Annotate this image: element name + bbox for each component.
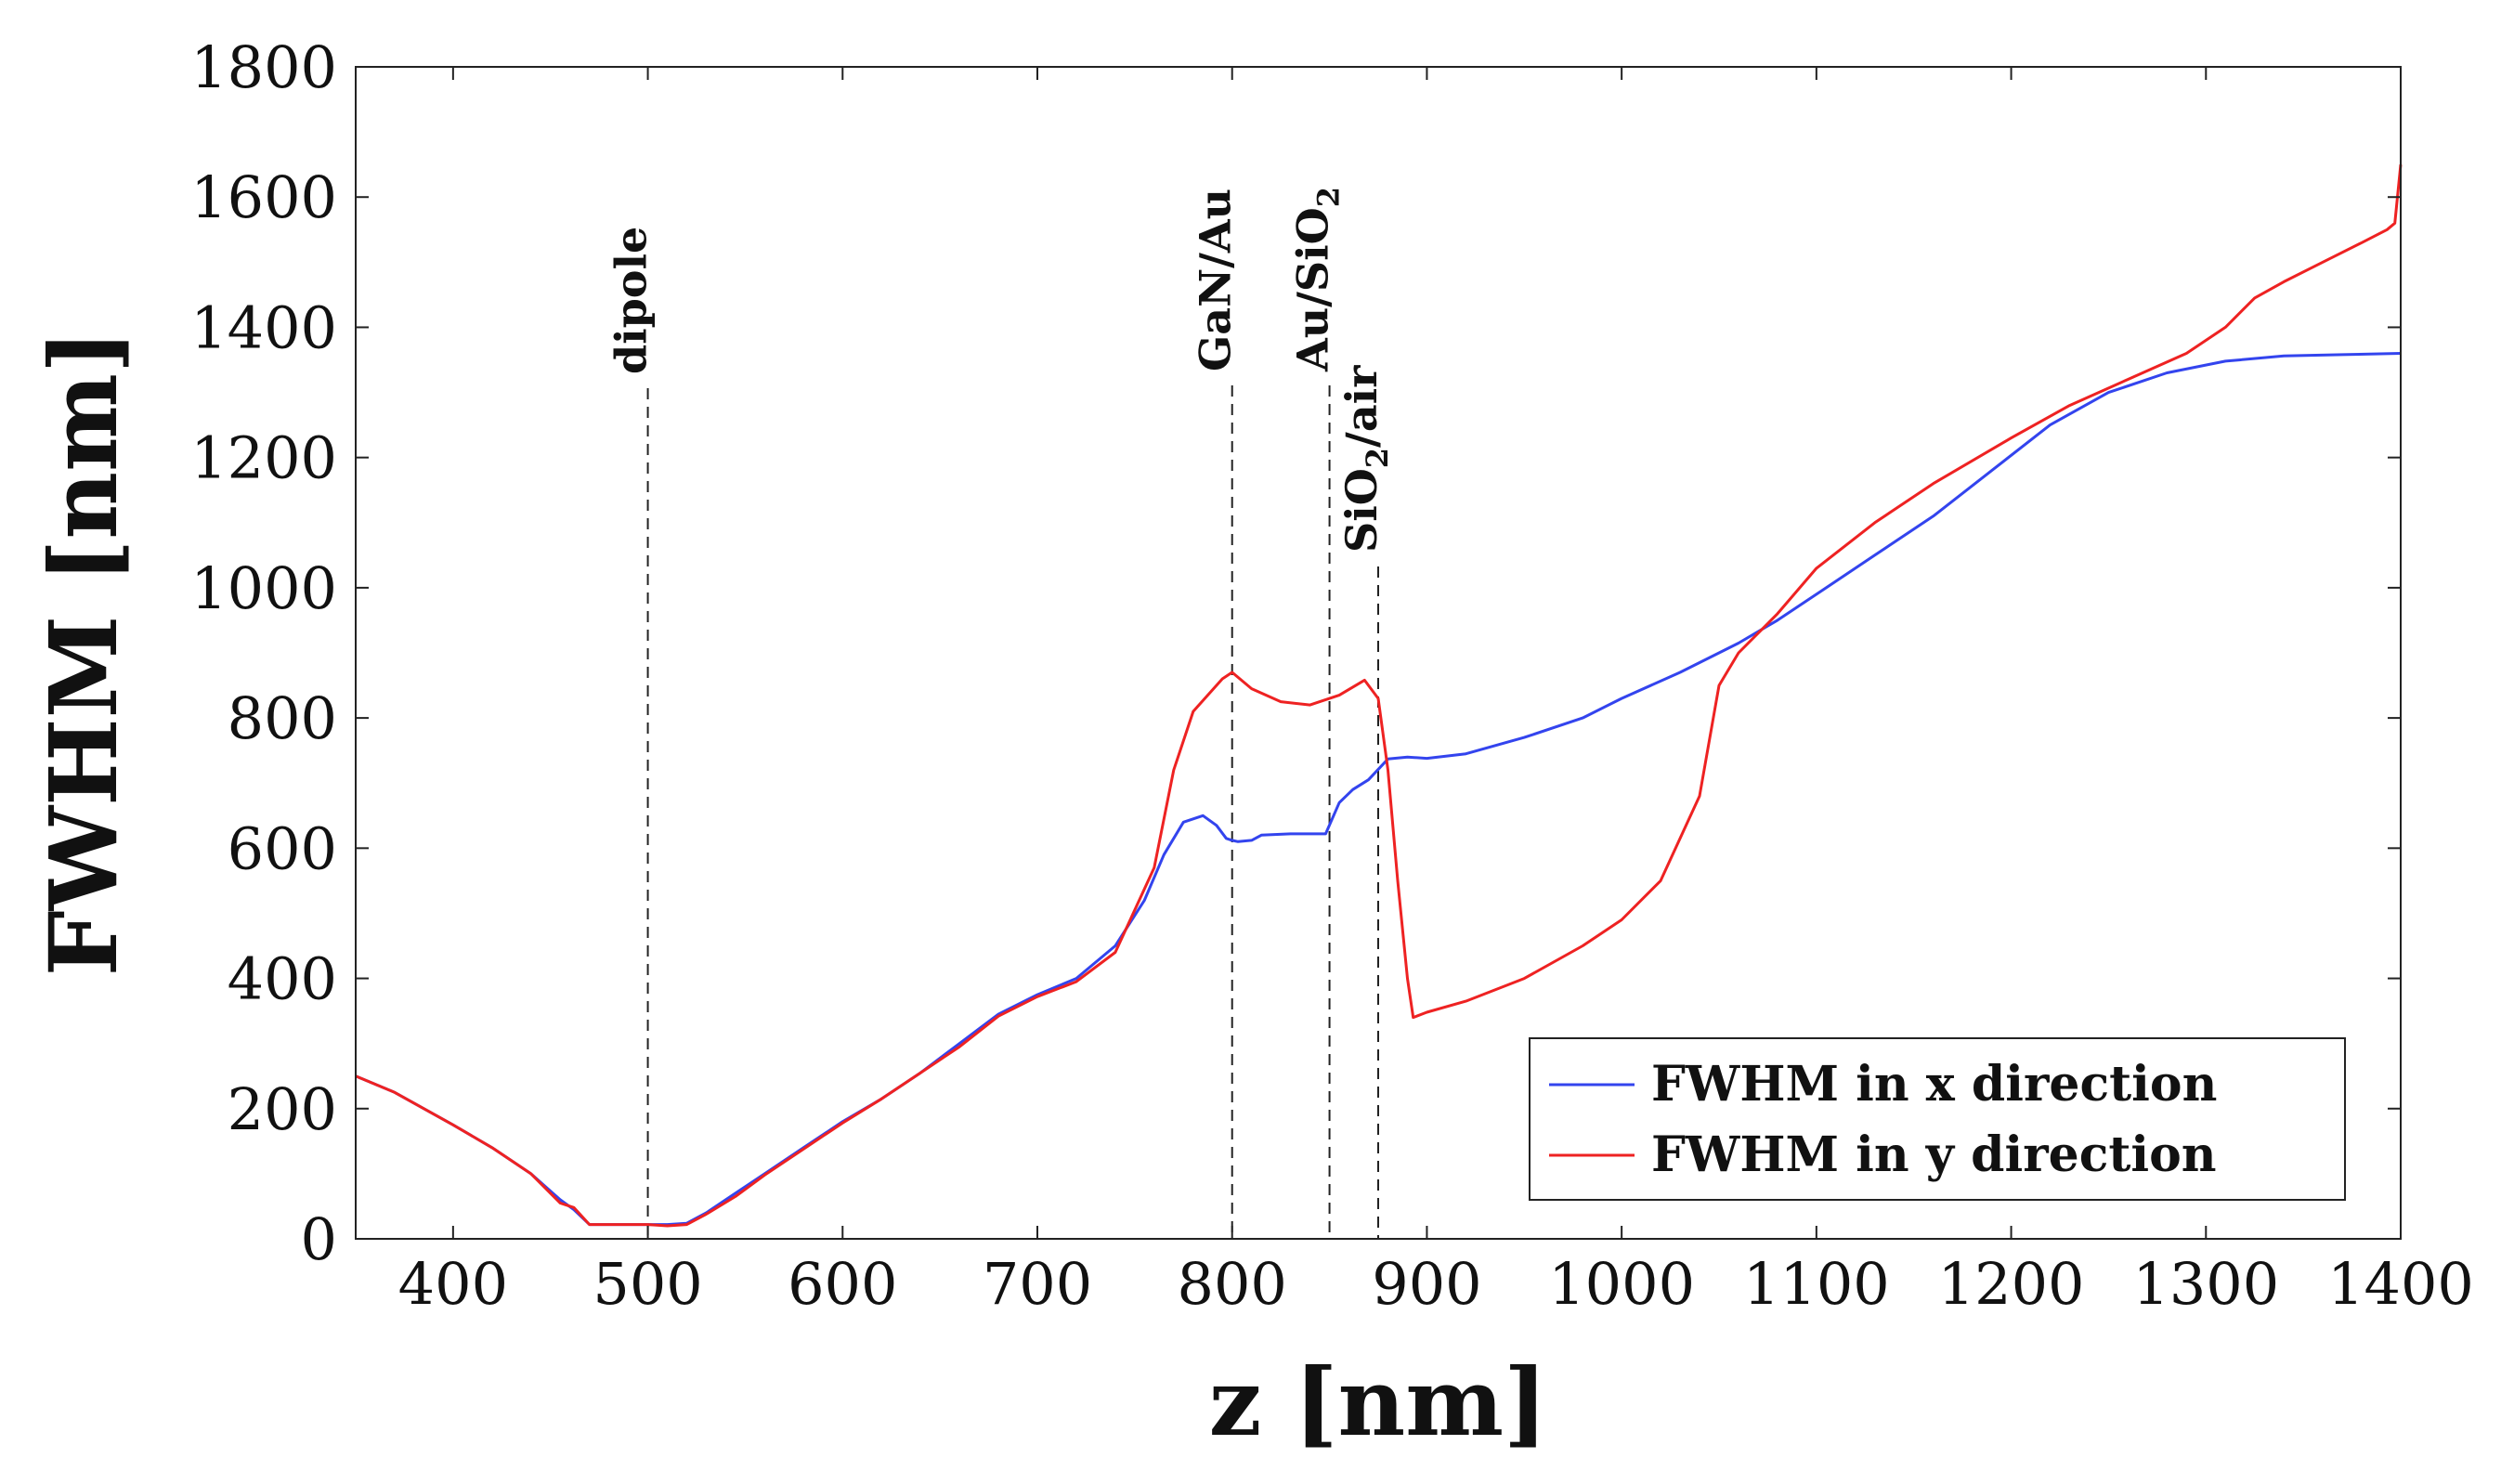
x-tick-label: 1300 (2132, 1250, 2279, 1318)
y-tick-label: 1200 (190, 424, 337, 492)
x-tick-label: 1400 (2327, 1250, 2474, 1318)
y-tick-label: 1600 (190, 163, 337, 231)
x-tick-label: 600 (788, 1250, 897, 1318)
y-tick-label: 600 (228, 814, 337, 882)
x-axis-title: z [nm] (1209, 1347, 1548, 1457)
x-tick-label: 1200 (1938, 1250, 2085, 1318)
x-axis-ticks: 400 500 600 700 800 900 1000 1100 1200 1300 1400 (398, 67, 2474, 1318)
x-tick-label: 800 (1178, 1250, 1287, 1318)
y-axis-title: FWHM [nm] (29, 330, 138, 976)
legend-box (1529, 1037, 2346, 1201)
x-tick-label: 700 (983, 1250, 1092, 1318)
legend-label-y: FWHM in y direction (1651, 1126, 2217, 1183)
series-line-y-direction (355, 164, 2403, 1228)
x-tick-label: 900 (1372, 1250, 1481, 1318)
y-tick-label: 1000 (190, 554, 337, 622)
x-tick-label: 1100 (1743, 1250, 1890, 1318)
series-layer (355, 164, 2403, 1228)
annotation-label: Au/SiO2 (1288, 187, 1347, 372)
x-tick-label: 1000 (1548, 1250, 1695, 1318)
x-tick-label: 500 (593, 1250, 702, 1318)
y-tick-label: 400 (228, 945, 337, 1013)
y-tick-label: 1400 (190, 293, 337, 361)
annotation-label: SiO2/air (1336, 365, 1395, 553)
y-tick-label: 1800 (190, 33, 337, 101)
y-tick-label: 200 (228, 1075, 337, 1143)
y-tick-label: 800 (228, 684, 337, 752)
legend: FWHM in x direction FWHM in y direction (1529, 1037, 2346, 1201)
x-tick-label: 400 (398, 1250, 508, 1318)
plot-frame (355, 66, 2402, 1240)
legend-label-x: FWHM in x direction (1651, 1056, 2217, 1113)
annotation-label: dipole (606, 227, 657, 374)
y-axis-ticks: 0 200 400 600 800 1000 1200 1400 1600 1800 (190, 33, 2401, 1273)
y-tick-label: 0 (301, 1205, 337, 1273)
annotation-label: GaN/Au (1191, 189, 1241, 371)
